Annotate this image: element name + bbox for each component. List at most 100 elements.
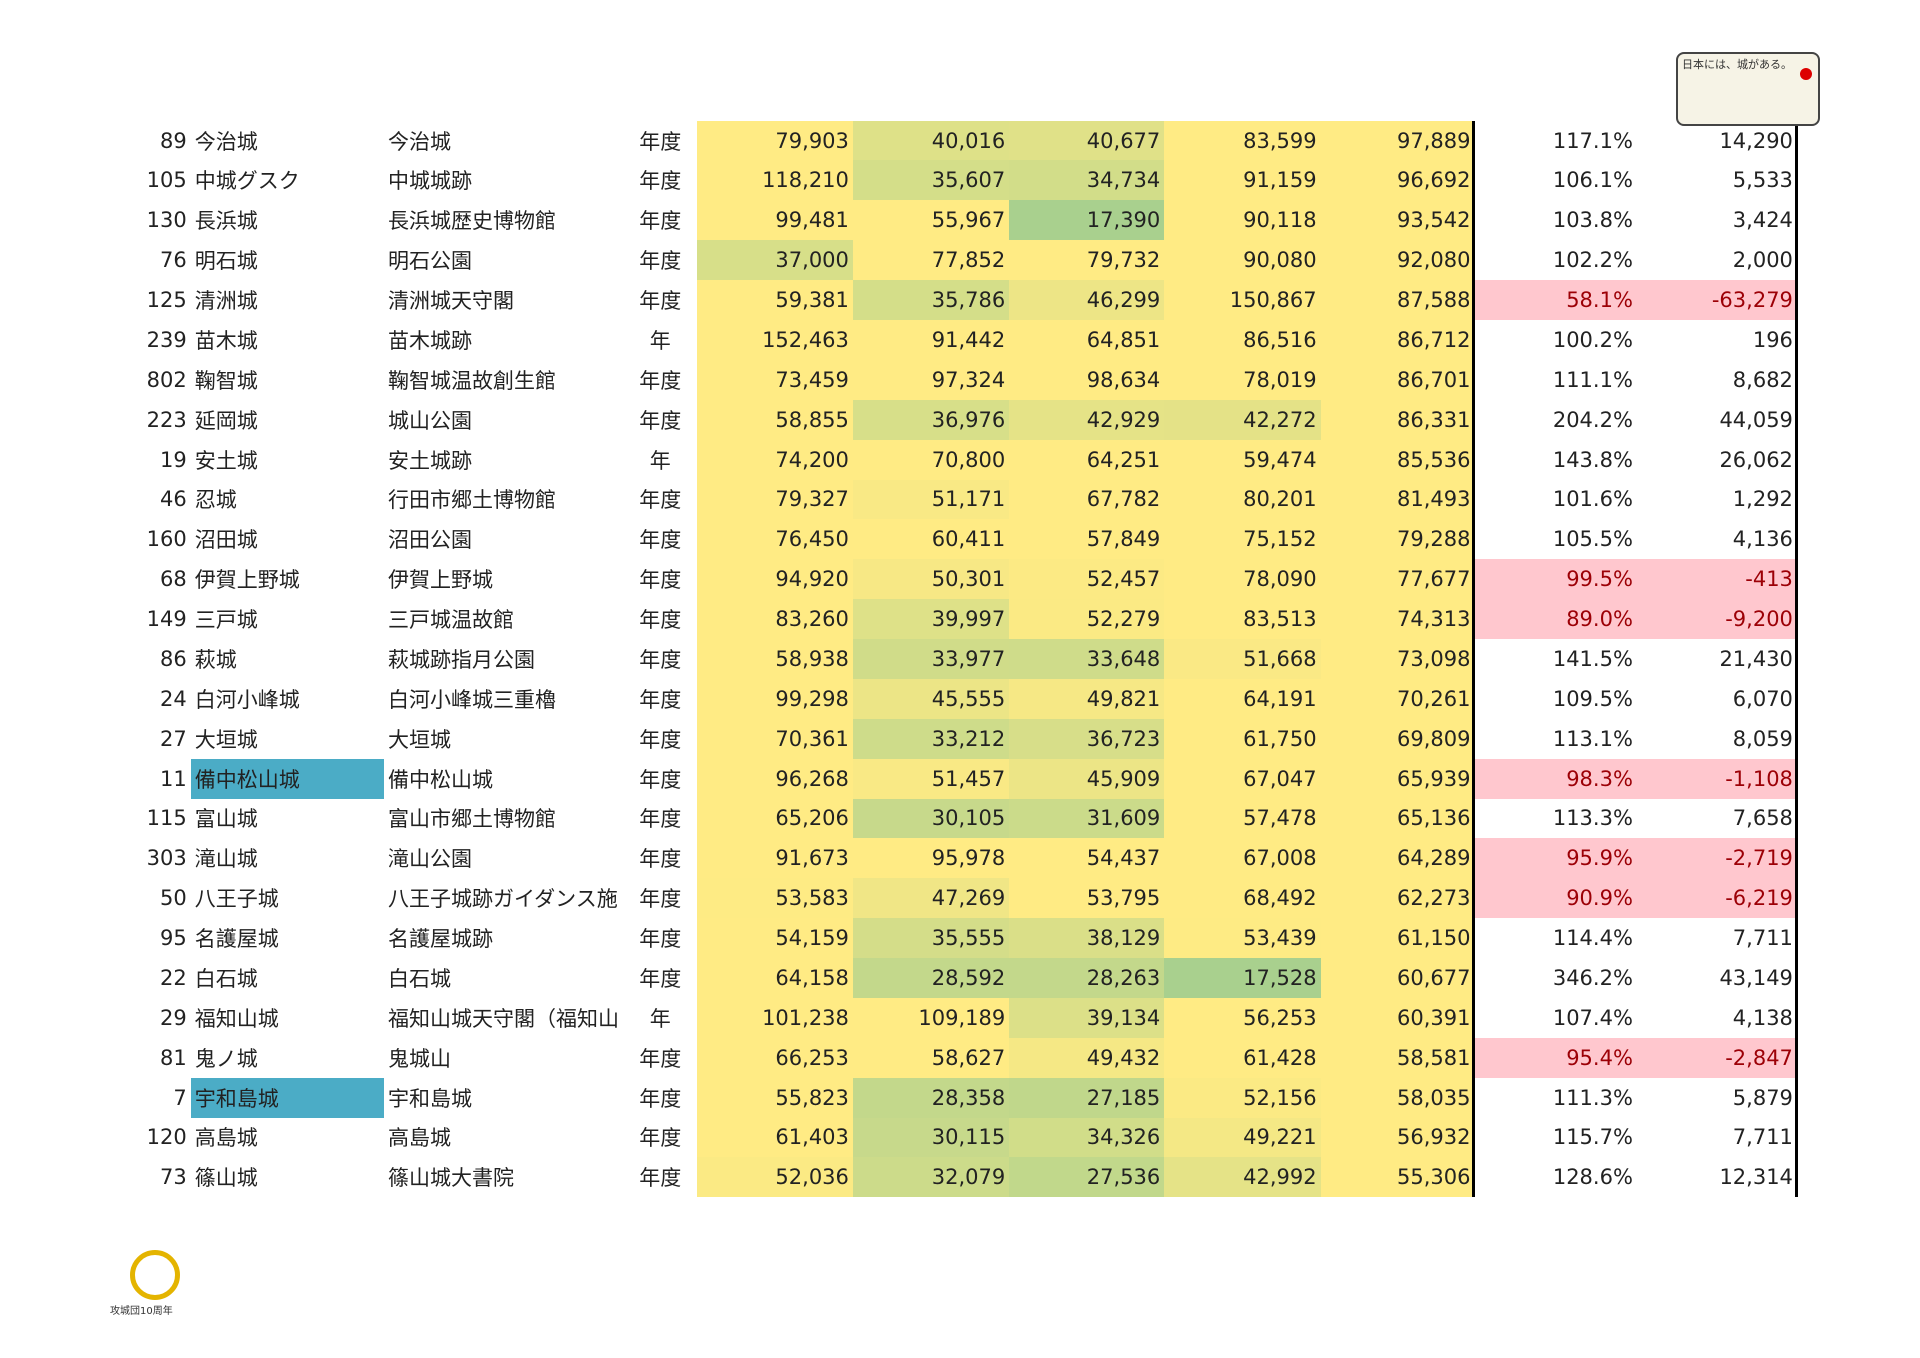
visitors: 42,272 <box>1164 399 1321 440</box>
difference: -413 <box>1636 559 1797 600</box>
visitors: 86,712 <box>1320 320 1475 360</box>
ratio: 90.9% <box>1474 878 1637 919</box>
visitors: 59,381 <box>696 280 853 320</box>
castle-name: 高島城 <box>194 1126 258 1151</box>
difference: 21,430 <box>1719 646 1793 671</box>
visitors: 49,432 <box>1009 1037 1165 1078</box>
visitors: 54,437 <box>1009 838 1165 879</box>
visitors: 73,459 <box>696 359 853 400</box>
visitors: 39,134 <box>1009 997 1165 1038</box>
visitors: 83,599 <box>1164 120 1321 161</box>
visitors: 52,457 <box>1009 559 1165 600</box>
visitors: 61,750 <box>1164 718 1321 759</box>
visitors: 34,326 <box>1009 1117 1165 1158</box>
period: 年度 <box>639 687 682 712</box>
ratio: 115.7% <box>1552 1125 1633 1150</box>
visitors: 96,692 <box>1320 160 1475 201</box>
visitors: 58,035 <box>1320 1077 1475 1118</box>
visitors: 79,327 <box>696 479 853 520</box>
visitors: 67,008 <box>1164 838 1321 879</box>
visitors: 94,920 <box>696 559 853 600</box>
ratio: 100.2% <box>1552 327 1633 352</box>
visitors: 99,481 <box>696 200 853 241</box>
period: 年度 <box>639 568 682 593</box>
visitors: 60,677 <box>1320 958 1475 998</box>
difference: 7,711 <box>1732 926 1793 951</box>
visitors: 101,238 <box>696 997 853 1038</box>
visitors: 51,457 <box>852 758 1010 799</box>
visitors: 95,978 <box>852 838 1010 879</box>
period: 年度 <box>639 1046 682 1071</box>
visitors: 91,442 <box>852 320 1010 360</box>
visitors: 75,152 <box>1164 519 1321 560</box>
visitors: 83,513 <box>1164 599 1321 639</box>
visitors: 64,851 <box>1009 320 1165 360</box>
facility: 苗木城跡 <box>388 328 472 353</box>
castle-name: 清洲城 <box>194 289 258 314</box>
castle-name: 名護屋城 <box>194 927 279 952</box>
visitors: 87,588 <box>1320 280 1475 320</box>
column-border <box>1472 120 1476 1198</box>
facility: 城山公園 <box>388 408 472 433</box>
facility: 伊賀上野城 <box>388 568 493 593</box>
ratio: 114.4% <box>1552 926 1633 951</box>
visitors: 38,129 <box>1009 918 1165 959</box>
visitors: 99,298 <box>696 678 853 719</box>
visitors: 55,967 <box>852 200 1010 241</box>
visitors: 30,105 <box>852 798 1010 839</box>
visitors: 68,492 <box>1164 878 1321 919</box>
visitors: 53,795 <box>1009 878 1165 919</box>
visitors: 90,080 <box>1164 240 1321 281</box>
difference: 3,424 <box>1732 208 1793 233</box>
visitors: 42,992 <box>1164 1157 1321 1198</box>
visitors: 60,391 <box>1320 997 1475 1038</box>
castle-name: 中城グスク <box>194 169 300 194</box>
visitors: 118,210 <box>696 160 853 201</box>
visitors: 67,047 <box>1164 758 1321 799</box>
visitors: 65,136 <box>1320 798 1475 839</box>
castle-name: 滝山城 <box>194 847 258 872</box>
visitors: 109,189 <box>852 997 1010 1038</box>
visitors: 56,253 <box>1164 997 1321 1038</box>
difference: 26,062 <box>1719 447 1793 472</box>
facility: 三戸城温故館 <box>388 608 514 633</box>
visitors: 152,463 <box>696 320 853 360</box>
period: 年度 <box>639 927 682 952</box>
visitors: 50,301 <box>852 559 1010 600</box>
rank: 802 <box>146 367 187 392</box>
visitors: 58,855 <box>696 399 853 440</box>
visitors: 33,648 <box>1009 639 1165 679</box>
visitors: 35,555 <box>852 918 1010 959</box>
castle-name: 富山城 <box>194 807 258 832</box>
visitors: 79,903 <box>696 120 853 161</box>
visitors: 86,516 <box>1164 320 1321 360</box>
visitors: 77,852 <box>852 240 1010 281</box>
period: 年度 <box>639 847 682 872</box>
ratio: 89.0% <box>1474 599 1637 639</box>
visitors: 73,098 <box>1320 639 1475 679</box>
rank: 303 <box>146 846 187 871</box>
visitors: 91,673 <box>696 838 853 879</box>
castle-name: 八王子城 <box>194 887 279 912</box>
period: 年度 <box>639 528 682 553</box>
period: 年度 <box>639 488 682 513</box>
rank: 11 <box>160 766 187 791</box>
facility: 白河小峰城三重櫓 <box>388 687 556 712</box>
rank: 130 <box>146 208 187 233</box>
rank: 7 <box>173 1085 187 1110</box>
ratio: 99.5% <box>1474 559 1637 600</box>
difference: 4,138 <box>1732 1005 1793 1030</box>
visitors: 83,260 <box>696 599 853 639</box>
rank: 19 <box>160 447 187 472</box>
visitors: 150,867 <box>1164 280 1321 320</box>
castle-name: 三戸城 <box>194 608 258 633</box>
castle-name: 篠山城 <box>194 1166 258 1191</box>
rank: 223 <box>146 407 187 432</box>
rank: 125 <box>146 288 187 313</box>
visitors: 34,734 <box>1009 160 1165 201</box>
difference: 6,070 <box>1732 686 1793 711</box>
visitors: 64,158 <box>696 958 853 998</box>
visitors: 32,079 <box>852 1157 1010 1198</box>
period: 年度 <box>639 408 682 433</box>
rank: 73 <box>160 1165 187 1190</box>
